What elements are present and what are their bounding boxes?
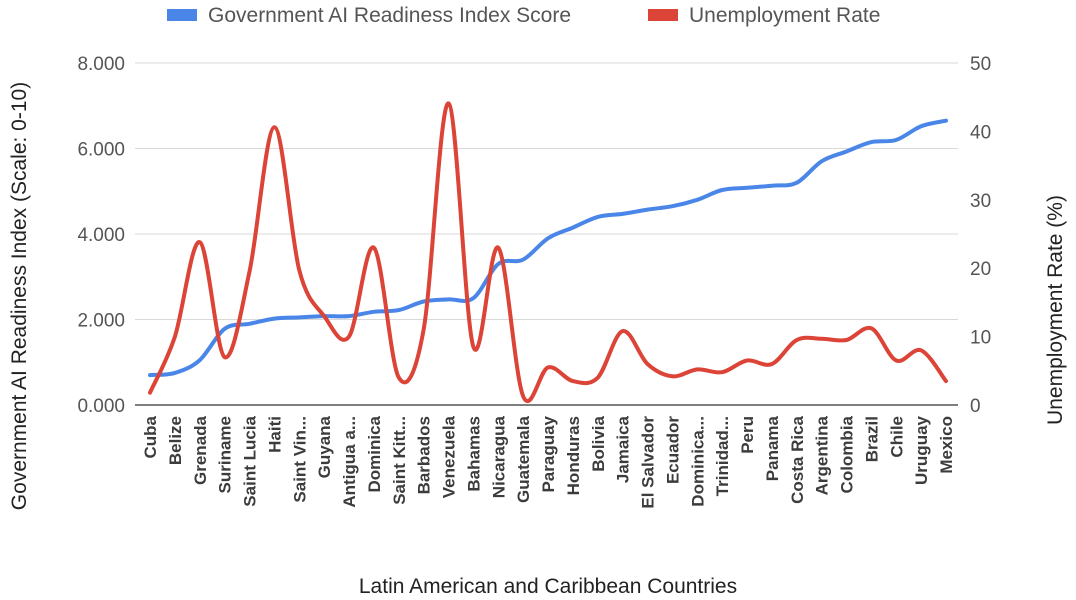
gridlines: [135, 62, 958, 406]
x-category-label: Dominica...: [688, 416, 707, 507]
y-axis-left-title: Government AI Readiness Index (Scale: 0-…: [8, 82, 31, 510]
x-category-label: Jamaica: [614, 415, 633, 483]
legend-swatch-ai-readiness: [167, 9, 197, 21]
x-category-label: Mexico: [937, 416, 956, 474]
unemployment-series-line: [148, 101, 948, 403]
x-category-label: Costa Rica: [788, 415, 807, 503]
x-category-label: Chile: [887, 416, 906, 458]
x-category-label: Haiti: [265, 416, 284, 453]
x-category-label: Colombia: [838, 415, 857, 493]
legend-label-unemployment: Unemployment Rate: [689, 4, 880, 27]
right-axis-tick-label: 50: [970, 54, 991, 75]
x-category-label: Uruguay: [912, 415, 931, 485]
left-axis-tick-label: 4.000: [77, 225, 125, 246]
left-axis-tick-label: 0.000: [77, 396, 125, 417]
x-category-label: Guyana: [315, 415, 334, 478]
x-axis-tick-labels: Cuba Belize Grenada Suriname Saint Lucia Hait…: [141, 415, 956, 508]
x-category-label: Trinidad...: [713, 416, 732, 496]
y-axis-right-title: Unemployment Rate (%): [1044, 195, 1067, 425]
right-axis-tick-label: 40: [970, 122, 991, 143]
left-axis-tick-label: 2.000: [77, 311, 125, 332]
x-category-label: Grenada: [191, 415, 210, 485]
x-category-label: Barbados: [415, 416, 434, 494]
right-axis-tick-label: 30: [970, 191, 991, 212]
right-axis-tick-label: 10: [970, 328, 991, 349]
x-category-label: Nicaragua: [489, 415, 508, 498]
legend-swatch-unemployment: [648, 9, 678, 21]
x-category-label: Belize: [166, 416, 185, 465]
x-category-label: Honduras: [564, 416, 583, 495]
x-category-label: Guatemala: [514, 415, 533, 502]
right-axis-tick-label: 20: [970, 259, 991, 280]
series-lines: [148, 101, 948, 403]
left-axis-ticks: 0.000 2.000 4.000 6.000 8.000: [77, 54, 125, 417]
legend-label-ai-readiness: Government AI Readiness Index Score: [208, 4, 571, 27]
x-category-label: Saint Lucia: [241, 415, 260, 506]
x-category-label: Bahamas: [464, 416, 483, 492]
ai-readiness-series-line: [148, 118, 948, 378]
x-category-label: Peru: [738, 416, 757, 454]
x-category-label: Ecuador: [663, 416, 682, 484]
x-category-label: Suriname: [216, 416, 235, 493]
right-axis-tick-label: 0: [970, 396, 981, 417]
x-category-label: El Salvador: [639, 416, 658, 509]
x-category-label: Venezuela: [440, 415, 459, 498]
x-category-label: Brazil: [862, 416, 881, 462]
x-category-label: Antigua a...: [340, 416, 359, 508]
x-category-label: Saint Kitt...: [390, 416, 409, 505]
x-category-label: Cuba: [141, 415, 160, 458]
x-category-label: Panama: [763, 415, 782, 481]
legend: Government AI Readiness Index Score Unem…: [167, 4, 880, 27]
x-category-label: Dominica: [365, 415, 384, 492]
x-category-label: Argentina: [813, 415, 832, 495]
right-axis-ticks: 0 10 20 30 40 50: [970, 54, 991, 417]
x-category-label: Saint Vin...: [290, 416, 309, 503]
x-category-label: Paraguay: [539, 415, 558, 492]
left-axis-tick-label: 6.000: [77, 140, 125, 161]
left-axis-tick-label: 8.000: [77, 54, 125, 75]
x-category-label: Bolivia: [589, 415, 608, 471]
x-axis-title: Latin American and Caribbean Countries: [359, 575, 737, 598]
